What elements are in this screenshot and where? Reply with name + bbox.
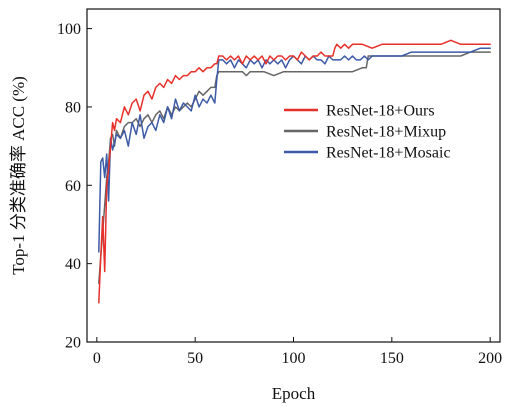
legend: ResNet-18+Ours ResNet-18+Mixup ResNet-18+M… — [284, 103, 451, 162]
y-tick-label: 100 — [57, 21, 81, 38]
series-line-resnet-18-mosaic — [98, 47, 491, 253]
y-axis-label: Top-1 分类准确率 ACC (%) — [9, 76, 28, 275]
legend-label-resnet-18-ours: ResNet-18+Ours — [326, 103, 435, 120]
y-tick-label: 60 — [65, 178, 81, 195]
x-tick-label: 150 — [380, 350, 404, 367]
x-axis-label: Epoch — [272, 384, 316, 403]
y-tick-label: 40 — [65, 256, 81, 273]
legend-label-resnet-18-mixup: ResNet-18+Mixup — [326, 124, 446, 141]
x-tick-label: 0 — [93, 350, 101, 367]
x-tick-label: 50 — [187, 350, 203, 367]
series-line-resnet-18-ours — [98, 39, 491, 304]
legend-label-resnet-18-mosaic: ResNet-18+Mosaic — [326, 145, 451, 162]
ticks-layer: 0 50 100 150 200 20 40 60 80 100 — [57, 21, 502, 367]
series-layer — [98, 39, 491, 304]
y-tick-label: 20 — [65, 335, 81, 352]
x-tick-label: 200 — [478, 350, 502, 367]
y-tick-label: 80 — [65, 99, 81, 116]
x-tick-label: 100 — [282, 350, 306, 367]
